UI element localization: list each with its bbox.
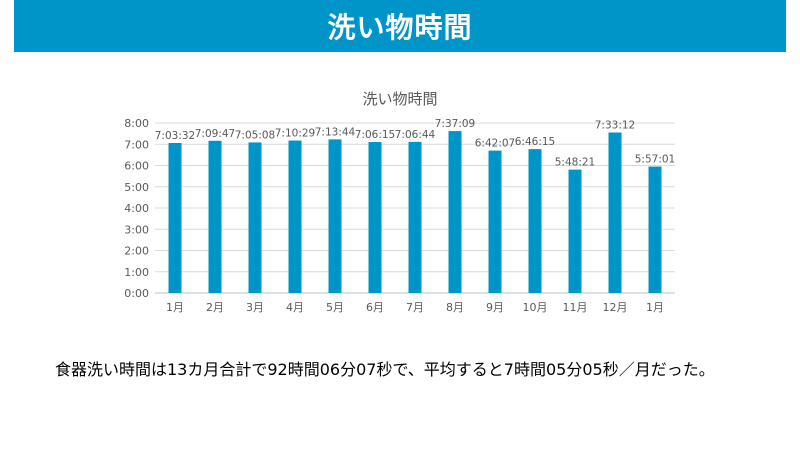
x-tick-label: 1月 xyxy=(166,301,184,314)
data-labels: 7:03:32 7:09:47 7:05:08 7:10:29 7:13:44 7:06:… xyxy=(155,118,675,169)
y-tick-label: 7:00 xyxy=(124,138,149,151)
bar xyxy=(288,140,302,293)
bar xyxy=(408,141,422,293)
x-tick-label: 4月 xyxy=(286,301,304,314)
bar xyxy=(528,149,542,293)
data-label: 5:48:21 xyxy=(555,157,595,169)
data-label: 7:05:08 xyxy=(235,129,275,141)
bar xyxy=(648,166,662,293)
data-label: 7:33:12 xyxy=(595,119,635,131)
x-tick-label: 3月 xyxy=(246,301,264,314)
bars xyxy=(168,131,662,293)
x-tick-label: 5月 xyxy=(326,301,344,314)
bar xyxy=(448,131,462,293)
x-tick-label: 11月 xyxy=(563,301,588,314)
data-label: 7:10:29 xyxy=(275,128,315,140)
bar xyxy=(608,132,622,293)
x-tick-label: 1月 xyxy=(646,301,664,314)
y-tick-label: 8:00 xyxy=(124,117,149,130)
x-axis-ticks: 1月 2月 3月 4月 5月 6月 7月 8月 9月 10月 11月 12月 1月 xyxy=(166,301,664,314)
data-label: 7:13:44 xyxy=(315,126,356,138)
bar xyxy=(328,139,342,293)
y-axis-ticks: 0:00 1:00 2:00 3:00 4:00 5:00 6:00 7:00 8:00 xyxy=(124,117,149,300)
bar xyxy=(168,142,182,293)
y-tick-label: 4:00 xyxy=(124,202,149,215)
bar xyxy=(488,150,502,293)
y-tick-label: 0:00 xyxy=(124,287,149,300)
bar xyxy=(208,140,222,293)
bar xyxy=(568,169,582,293)
bar xyxy=(368,142,382,293)
page-title: 洗い物時間 xyxy=(327,11,473,44)
y-tick-label: 1:00 xyxy=(124,266,149,279)
data-label: 7:09:47 xyxy=(195,128,235,140)
summary-text: 食器洗い時間は13カ月合計で92時間06分07秒で、平均すると7時間05分05秒… xyxy=(55,360,715,379)
x-tick-label: 10月 xyxy=(523,301,548,314)
data-label: 7:37:09 xyxy=(435,118,475,130)
chart-container: 洗い物時間 0:00 1:00 2:00 3:00 4:00 5:00 6:00 7:00 8:… xyxy=(110,80,690,330)
x-tick-label: 12月 xyxy=(603,301,628,314)
data-label: 5:57:01 xyxy=(635,154,675,166)
x-tick-label: 2月 xyxy=(206,301,224,314)
data-label: 7:06:44 xyxy=(395,129,436,141)
data-label: 6:42:07 xyxy=(475,138,515,150)
y-tick-label: 3:00 xyxy=(124,223,149,236)
data-label: 7:06:15 xyxy=(355,129,395,141)
x-tick-label: 9月 xyxy=(486,301,504,314)
y-tick-label: 6:00 xyxy=(124,160,149,173)
bar-chart: 洗い物時間 0:00 1:00 2:00 3:00 4:00 5:00 6:00 7:00 8:… xyxy=(124,90,675,314)
chart-title: 洗い物時間 xyxy=(362,90,437,108)
x-tick-label: 7月 xyxy=(406,301,424,314)
title-banner: 洗い物時間 xyxy=(14,0,786,52)
bar xyxy=(248,142,262,293)
x-tick-label: 6月 xyxy=(366,301,384,314)
data-label: 6:46:15 xyxy=(515,136,555,148)
data-label: 7:03:32 xyxy=(155,130,195,142)
y-tick-label: 2:00 xyxy=(124,245,149,258)
y-tick-label: 5:00 xyxy=(124,181,149,194)
x-tick-label: 8月 xyxy=(446,301,464,314)
